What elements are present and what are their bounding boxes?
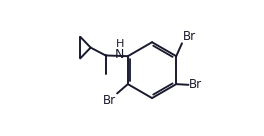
Text: Br: Br xyxy=(189,78,202,91)
Text: Br: Br xyxy=(103,94,116,107)
Text: N: N xyxy=(115,48,124,61)
Text: H: H xyxy=(115,39,124,49)
Text: Br: Br xyxy=(183,30,196,43)
